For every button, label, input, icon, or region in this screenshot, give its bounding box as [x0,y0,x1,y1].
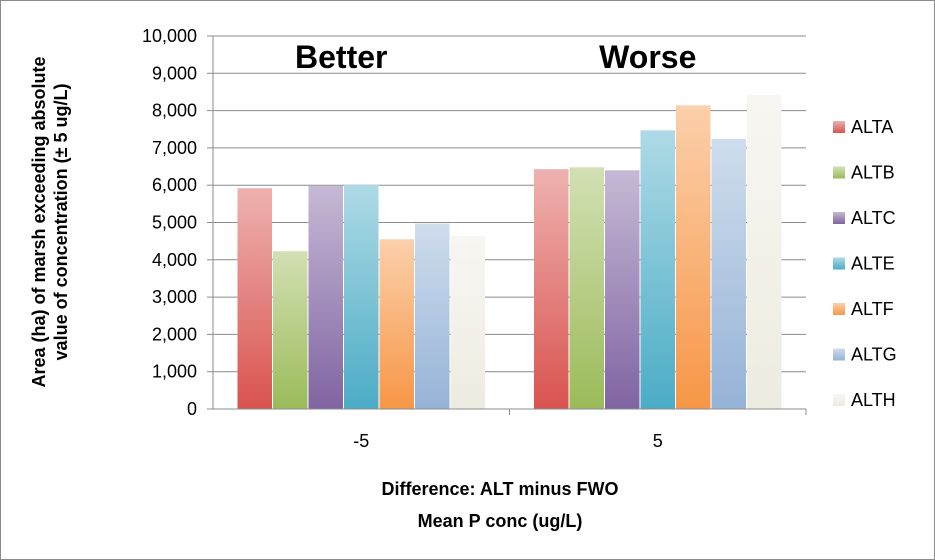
legend-swatch-altg [833,348,845,361]
legend-label-altb: ALTB [851,163,895,183]
bar-altg-pos5 [711,138,746,409]
y-tick-label: 0 [187,399,197,419]
bar-alth-neg5 [450,235,485,409]
y-tick-label: 10,000 [142,26,197,46]
legend-swatch-altb [833,166,845,179]
bar-alte-pos5 [640,130,675,409]
bar-altf-pos5 [676,105,711,410]
y-tick-label: 3,000 [152,287,197,307]
bar-alta-neg5 [237,188,272,409]
annotation-better: Better [295,39,387,75]
x-tick-labels: -5 5 [353,431,663,451]
legend-label-alte: ALTE [851,254,895,274]
annotation-worse: Worse [599,39,696,75]
legend-swatch-alta [833,121,845,133]
y-tick-label: 7,000 [152,138,197,158]
legend-swatch-alth [833,394,845,406]
x-axis-title-line1: Difference: ALT minus FWO [381,479,618,499]
bar-altf-neg5 [379,239,414,409]
x-axis-title-line2: Mean P conc (ug/L) [418,511,583,531]
legend-swatch-altf [833,303,845,315]
y-tick-label: 4,000 [152,250,197,270]
y-tick-label: 5,000 [152,213,197,233]
bars [237,94,782,410]
y-tick-label: 8,000 [152,101,197,121]
bar-altg-neg5 [415,223,450,409]
y-tick-labels: 0 1,000 2,000 3,000 4,000 5,000 6,000 7,000 8,00… [142,26,197,419]
legend-swatch-alte [833,257,845,270]
y-tick-label: 1,000 [152,362,197,382]
y-tick-label: 6,000 [152,175,197,195]
y-axis-title-line2: value of concentration (± 5 ug/L) [51,84,71,361]
legend-label-altg: ALTG [851,345,897,365]
bar-alta-pos5 [534,169,569,409]
legend-label-altf: ALTF [851,299,894,319]
legend: ALTA ALTB ALTC ALTE ALTF ALTG ALTH [833,117,897,410]
bar-altb-pos5 [569,167,604,409]
bar-altc-pos5 [605,170,640,409]
bar-altc-neg5 [308,185,343,409]
y-axis-title-line1: Area (ha) of marsh exceeding absolute [29,56,49,387]
bar-altb-neg5 [273,251,308,409]
y-tick-label: 9,000 [152,63,197,83]
legend-swatch-altc [833,212,845,224]
legend-label-alta: ALTA [851,117,893,137]
y-tick-label: 2,000 [152,324,197,344]
bar-alth-pos5 [747,94,782,410]
x-tick-label: 5 [653,431,663,451]
x-tick-label: -5 [353,431,369,451]
legend-label-altc: ALTC [851,208,896,228]
legend-label-alth: ALTH [851,390,896,410]
axes [207,35,807,415]
bar-alte-neg5 [344,184,379,409]
